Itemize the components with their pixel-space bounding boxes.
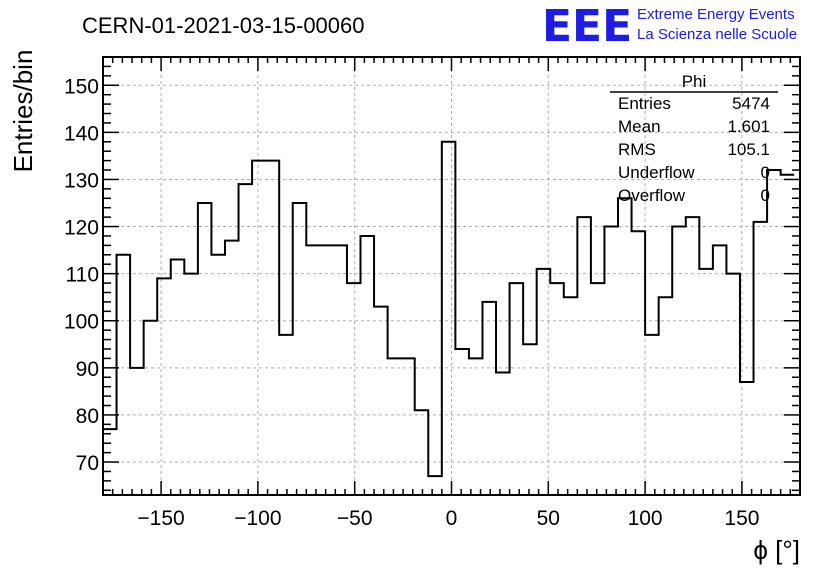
histogram-bin (496, 373, 510, 495)
x-tick-label: −50 (337, 507, 373, 530)
x-tick-label: 100 (628, 507, 663, 530)
histogram-bin (171, 260, 185, 495)
histogram-bin (252, 161, 266, 495)
histogram-bin (428, 476, 442, 495)
y-tick-label: 140 (64, 122, 99, 145)
histogram-bin (117, 255, 131, 495)
stats-label: Mean (618, 117, 661, 136)
axis-ticks: −150 −100 −50 0 50 100 150 70 80 90 100 110 120 130 14… (64, 57, 800, 530)
y-axis-label: Entries/bin (8, 50, 38, 173)
x-tick-label: −100 (234, 507, 281, 530)
histogram-outline (103, 140, 795, 478)
histogram-bin (767, 170, 781, 495)
stats-title: Phi (682, 72, 707, 91)
stats-value: 0 (761, 163, 770, 182)
histogram-bin (184, 274, 198, 495)
histogram-bin (157, 278, 171, 495)
histogram-bin (591, 283, 605, 495)
grid-lines (103, 57, 800, 495)
histogram-bin (279, 335, 293, 495)
y-tick-label: 110 (66, 264, 99, 287)
stats-value: 5474 (732, 94, 770, 113)
histogram-bin (740, 382, 754, 495)
histogram-bin (333, 245, 347, 495)
histogram-bin (374, 307, 388, 495)
histogram-bin (713, 245, 727, 495)
eee-logo-mark: EEE (542, 1, 632, 52)
histogram-bars (103, 140, 795, 495)
y-tick-label: 90 (76, 358, 99, 381)
y-tick-label: 120 (64, 217, 99, 240)
histogram-bin (455, 349, 469, 495)
histogram-bin (361, 236, 375, 495)
x-axis-label: ϕ [°] (753, 535, 800, 565)
histogram-bin (550, 283, 564, 495)
histogram-bin (415, 410, 429, 495)
run-title: CERN-01-2021-03-15-00060 (82, 13, 365, 38)
y-tick-label: 70 (76, 452, 99, 475)
x-tick-label: 0 (446, 507, 458, 530)
stats-value: 0 (761, 186, 770, 205)
histogram-bin (618, 198, 632, 495)
histogram-bin (401, 358, 415, 495)
histogram-bin (347, 283, 361, 495)
histogram-bin (293, 203, 307, 495)
histogram-bin (469, 358, 483, 495)
histogram-bin (225, 241, 239, 495)
histogram-bin (266, 161, 280, 495)
histogram-bin (726, 274, 740, 495)
histogram-bin (211, 255, 225, 495)
histogram-bin (306, 245, 320, 495)
y-tick-label: 80 (76, 405, 99, 428)
stats-value: 105.1 (727, 140, 770, 159)
eee-logo: EEE Extreme Energy Events La Scienza nel… (542, 1, 797, 52)
x-tick-label: −150 (137, 507, 184, 530)
histogram-bin (672, 227, 686, 495)
histogram-bin (144, 321, 158, 495)
histogram-bin (198, 203, 212, 495)
histogram-bin (781, 175, 795, 495)
histogram-bin (442, 142, 456, 495)
histogram-bin (523, 344, 537, 495)
histogram-bin (510, 283, 524, 495)
histogram-bin (699, 269, 713, 495)
histogram-bin (577, 217, 591, 495)
histogram-bin (754, 222, 768, 495)
histogram-bin (320, 245, 334, 495)
stats-label: Underflow (618, 163, 695, 182)
stats-label: RMS (618, 140, 656, 159)
stats-label: Overflow (618, 186, 686, 205)
stats-value: 1.601 (727, 117, 770, 136)
logo-line-1: Extreme Energy Events (637, 6, 795, 23)
histogram-bin (564, 297, 578, 495)
y-tick-label: 130 (64, 169, 99, 192)
histogram-bin (686, 217, 700, 495)
x-tick-label: 50 (537, 507, 560, 530)
stats-label: Entries (618, 94, 671, 113)
histogram-bin (659, 297, 673, 495)
histogram-bin (239, 184, 253, 495)
histogram-bin (388, 358, 402, 495)
histogram-bin (645, 335, 659, 495)
x-tick-label: 150 (724, 507, 759, 530)
stats-box: Phi Entries 5474 Mean 1.601 RMS 105.1 Underflo… (610, 72, 778, 205)
logo-line-2: La Scienza nelle Scuole (637, 26, 797, 43)
histogram-bin (482, 302, 496, 495)
histogram-bin (537, 269, 551, 495)
histogram-bin (604, 227, 618, 495)
histogram-bin (632, 231, 646, 495)
histogram-bin (130, 368, 144, 495)
y-tick-label: 150 (64, 75, 99, 98)
y-tick-label: 100 (64, 311, 99, 334)
